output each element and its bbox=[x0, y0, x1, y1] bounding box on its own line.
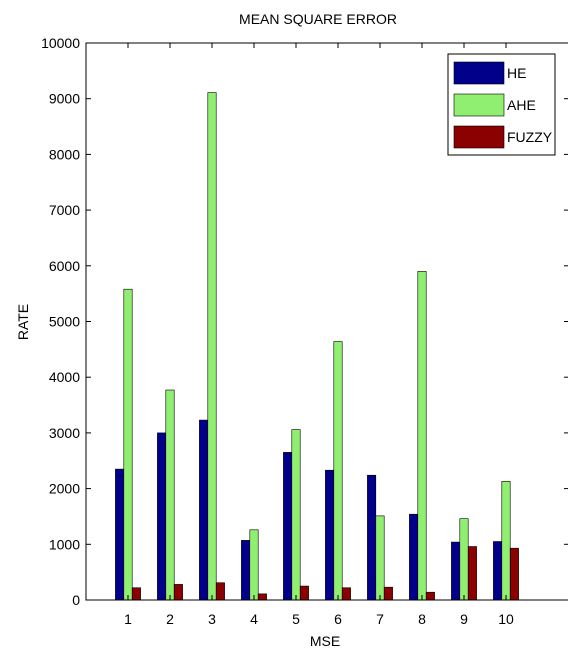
bars-layer bbox=[115, 92, 519, 601]
bar-he-7 bbox=[367, 474, 377, 601]
bar-fuzzy-1 bbox=[131, 587, 141, 601]
bar-fuzzy-6 bbox=[341, 587, 351, 601]
bar-he-3 bbox=[199, 419, 209, 601]
y-tick-label: 3000 bbox=[49, 425, 80, 441]
x-tick-label: 7 bbox=[376, 611, 384, 627]
y-tick-label: 2000 bbox=[49, 481, 80, 497]
x-tick-label: 2 bbox=[166, 611, 174, 627]
x-tick-label: 10 bbox=[498, 611, 514, 627]
legend-swatch-fuzzy bbox=[453, 125, 505, 149]
bar-fuzzy-9 bbox=[467, 546, 477, 601]
y-axis-label: RATE bbox=[15, 304, 31, 340]
x-axis-label: MSE bbox=[310, 633, 340, 649]
x-tick-label: 5 bbox=[292, 611, 300, 627]
x-tick-label: 3 bbox=[208, 611, 216, 627]
bar-fuzzy-8 bbox=[425, 591, 435, 601]
bar-ahe-5 bbox=[291, 429, 301, 601]
bar-ahe-6 bbox=[333, 341, 343, 601]
y-tick-label: 5000 bbox=[49, 314, 80, 330]
bar-he-5 bbox=[283, 452, 293, 601]
legend-label-fuzzy: FUZZY bbox=[507, 129, 553, 145]
y-tick-label: 9000 bbox=[49, 91, 80, 107]
y-tick-label: 7000 bbox=[49, 202, 80, 218]
y-tick-label: 6000 bbox=[49, 258, 80, 274]
bar-ahe-7 bbox=[375, 515, 385, 601]
ticks-layer: 0 1000 2000 3000 4000 5000 6000 7000 8000 9000 100… bbox=[41, 35, 568, 627]
bar-he-10 bbox=[493, 541, 503, 601]
bar-fuzzy-4 bbox=[257, 593, 267, 601]
y-tick-label: 10000 bbox=[41, 35, 80, 51]
x-tick-label: 9 bbox=[460, 611, 468, 627]
bar-fuzzy-7 bbox=[383, 586, 393, 601]
legend: HE AHE FUZZY bbox=[447, 53, 556, 156]
x-tick-label: 1 bbox=[124, 611, 132, 627]
bar-he-2 bbox=[157, 432, 167, 601]
bar-fuzzy-3 bbox=[215, 582, 225, 601]
bar-ahe-9 bbox=[459, 518, 469, 601]
legend-label-he: HE bbox=[507, 65, 526, 81]
bar-ahe-1 bbox=[123, 288, 133, 601]
bar-he-6 bbox=[325, 469, 335, 601]
y-tick-label: 4000 bbox=[49, 369, 80, 385]
bar-fuzzy-2 bbox=[173, 584, 183, 601]
legend-swatch-ahe bbox=[453, 93, 505, 117]
y-tick-label: 1000 bbox=[49, 536, 80, 552]
bar-ahe-2 bbox=[165, 389, 175, 601]
bar-ahe-4 bbox=[249, 529, 259, 601]
y-tick-label: 0 bbox=[72, 592, 80, 608]
x-tick-label: 4 bbox=[250, 611, 258, 627]
bar-fuzzy-5 bbox=[299, 585, 309, 601]
plot-frame bbox=[85, 42, 568, 601]
legend-swatch-he bbox=[453, 61, 505, 85]
bar-ahe-10 bbox=[501, 481, 511, 601]
bar-he-8 bbox=[409, 513, 419, 601]
bar-fuzzy-10 bbox=[509, 547, 519, 601]
bar-he-4 bbox=[241, 540, 251, 601]
bar-he-9 bbox=[451, 541, 461, 601]
bar-ahe-3 bbox=[207, 92, 217, 601]
y-tick-label: 8000 bbox=[49, 146, 80, 162]
bar-he-1 bbox=[115, 468, 125, 601]
x-tick-label: 6 bbox=[334, 611, 342, 627]
x-tick-label: 8 bbox=[418, 611, 426, 627]
bar-ahe-8 bbox=[417, 271, 427, 601]
legend-label-ahe: AHE bbox=[507, 97, 536, 113]
chart-title: MEAN SQUARE ERROR bbox=[239, 11, 397, 27]
